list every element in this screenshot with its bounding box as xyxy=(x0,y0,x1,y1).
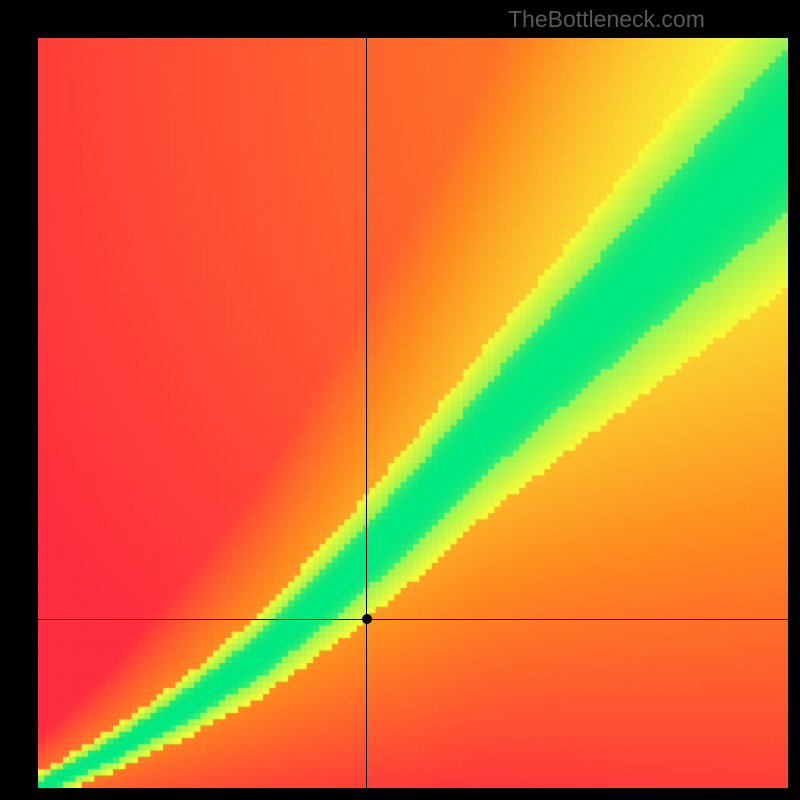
bottleneck-heatmap xyxy=(38,38,788,788)
watermark: TheBottleneck.com xyxy=(508,6,705,33)
crosshair-dot xyxy=(362,614,372,624)
crosshair-vertical xyxy=(366,38,367,788)
crosshair-horizontal xyxy=(38,619,788,620)
